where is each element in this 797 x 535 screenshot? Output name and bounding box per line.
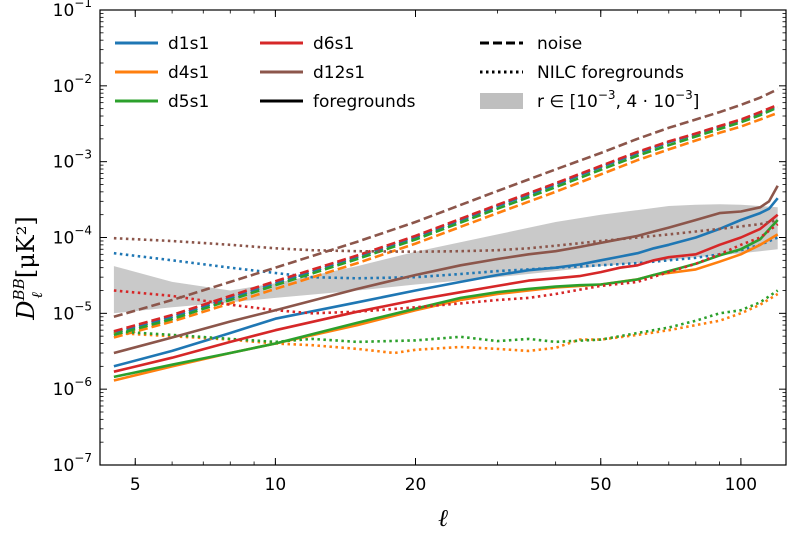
series-d6s1-foregrounds (113, 213, 779, 373)
legend-label-d6s1: d6s1 (313, 34, 354, 54)
y-axis-label-symbol: D (12, 300, 40, 320)
r-range-band (113, 204, 778, 314)
y-tick-label: 10−6 (53, 375, 92, 400)
legend-label-d12s1: d12s1 (313, 63, 365, 83)
x-axis-label: ℓ (438, 504, 448, 532)
y-axis-label-units: [μK²] (12, 216, 40, 278)
x-tick-label: 10 (265, 475, 287, 495)
legend-label-d1s1: d1s1 (168, 34, 209, 54)
y-axis-label-subscript: ℓ (28, 292, 46, 298)
x-tick-label: 20 (405, 475, 427, 495)
legend-label-d4s1: d4s1 (168, 63, 209, 83)
plot-area (113, 88, 779, 382)
y-tick-label: 10−7 (53, 451, 92, 476)
y-tick-label: 10−3 (53, 148, 92, 173)
x-tick-label: 5 (130, 475, 141, 495)
y-axis-label: DBBℓ [μK²] (10, 216, 46, 320)
y-tick-label: 10−5 (53, 299, 92, 324)
legend-label-nilc: NILC foregrounds (537, 63, 684, 83)
series-d12s1-nilc (113, 218, 778, 253)
legend-label-d5s1: d5s1 (168, 92, 209, 112)
y-tick-label: 10−1 (53, 0, 92, 21)
series-d12s1-foregrounds (113, 185, 779, 355)
axes: 10−7 10−6 10−5 10−4 10−3 10−2 10−1 5 10 20 50 100 (53, 0, 787, 495)
series-d5s1-nilc (113, 289, 779, 344)
legend-swatch-r-band (480, 93, 523, 109)
series-d4s1-nilc (113, 292, 779, 355)
y-axis-label-superscript: BB (10, 278, 28, 301)
x-tick-label: 100 (725, 475, 757, 495)
series-d5s1-noise (113, 106, 779, 337)
x-tick-label: 50 (590, 475, 612, 495)
legend-label-noise: noise (537, 34, 582, 54)
legend-label-r-band: r ∈ [10−3, 4 · 10−3] (537, 88, 699, 112)
series-d1s1-foregrounds (113, 197, 779, 368)
series-d5s1-foregrounds (113, 219, 779, 379)
series-d12s1-noise (113, 88, 779, 319)
series-d6s1-noise (113, 103, 779, 333)
y-tick-label: 10−2 (53, 72, 92, 97)
y-tick-label: 10−4 (53, 224, 92, 249)
legend-label-foregrounds: foregrounds (313, 92, 416, 112)
series-d4s1-noise (113, 111, 779, 339)
legend: d1s1 d4s1 d5s1 d6s1 d12s1 foregrounds noise NIL… (115, 34, 699, 112)
